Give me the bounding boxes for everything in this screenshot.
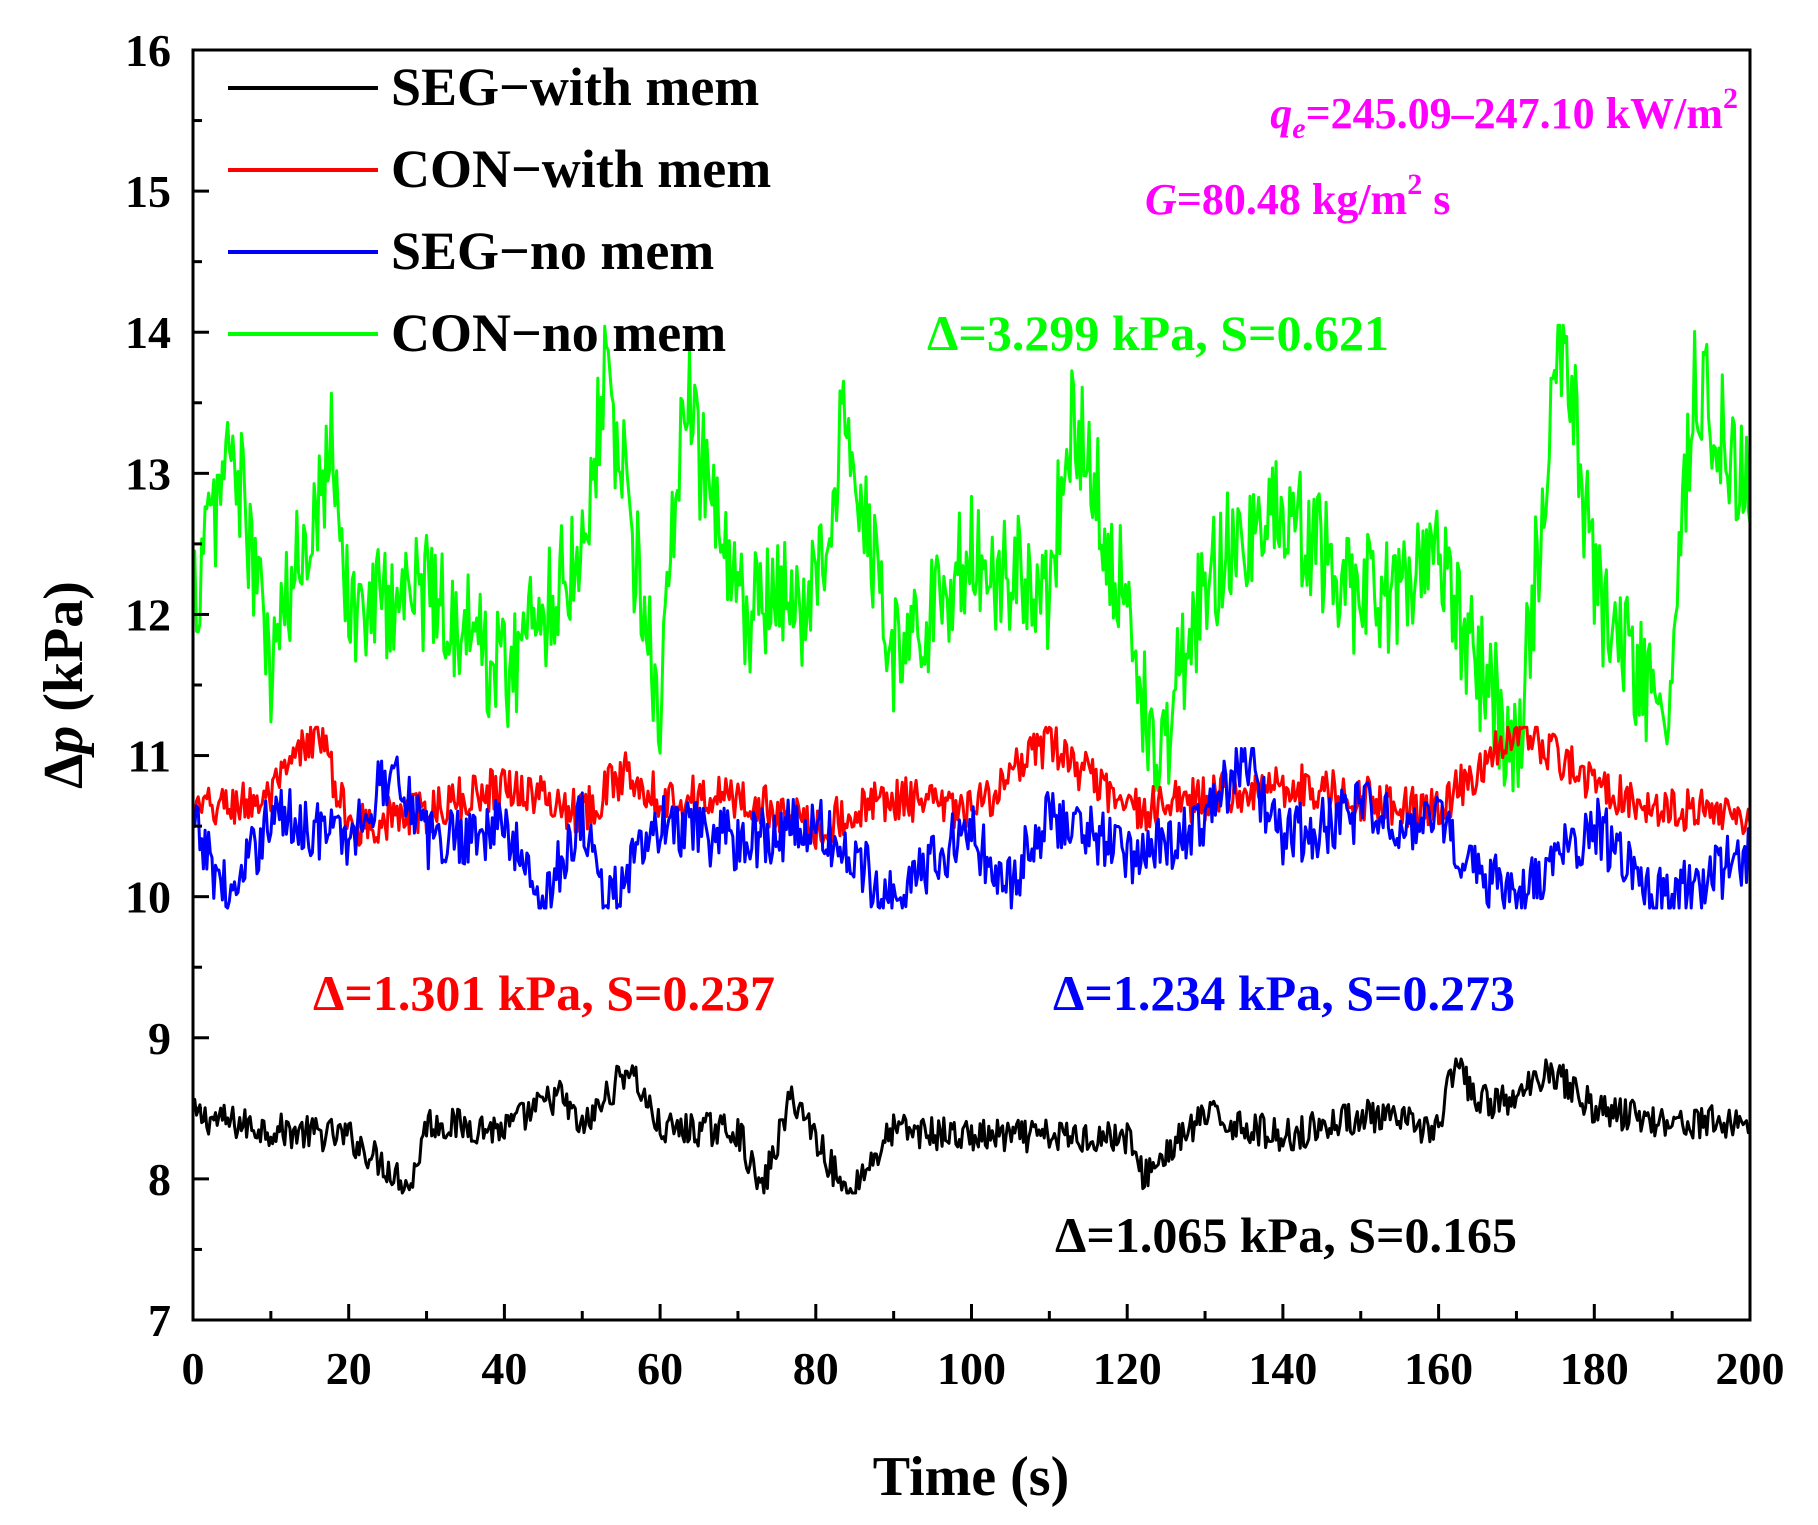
x-axis-title: Time (s)	[873, 1446, 1070, 1508]
y-axis-title-symbol: Δ	[33, 754, 95, 789]
y-tick-label: 8	[148, 1154, 171, 1205]
x-tick-label: 40	[481, 1343, 527, 1394]
x-tick-label: 60	[637, 1343, 683, 1394]
y-tick-label: 11	[128, 731, 171, 782]
annotation-seg-no-mem: Δ=1.234 kPa, S=0.273	[1053, 965, 1515, 1021]
x-tick-label: 20	[326, 1343, 372, 1394]
x-tick-label: 140	[1248, 1343, 1317, 1394]
y-tick-label: 14	[125, 307, 171, 358]
heat-flux-variable: q	[1270, 89, 1292, 138]
heat-flux-annotation: qe=245.09–247.10 kW/m2	[1270, 82, 1738, 145]
x-tick-label: 120	[1093, 1343, 1162, 1394]
mass-flux-value: =80.48 kg/m	[1177, 175, 1407, 224]
y-tick-label: 16	[125, 25, 171, 76]
annotation-con-no-mem: Δ=3.299 kPa, S=0.621	[927, 305, 1389, 361]
x-tick-label: 200	[1716, 1343, 1785, 1394]
x-tick-label: 0	[182, 1343, 205, 1394]
mass-flux-annotation: G=80.48 kg/m2 s	[1145, 168, 1450, 224]
y-axis-title: Δp (kPa)	[33, 581, 95, 789]
y-tick-label: 15	[125, 166, 171, 217]
legend: SEG−with mem CON−with mem SEG−no mem CON…	[228, 57, 771, 363]
series-line-con-with-mem	[191, 725, 1752, 850]
series-line-seg-no-mem	[191, 747, 1752, 910]
x-tick-label: 80	[793, 1343, 839, 1394]
legend-label-con-with-mem: CON−with mem	[391, 139, 771, 199]
legend-label-con-no-mem: CON−no mem	[391, 303, 726, 363]
mass-flux-variable: G	[1145, 175, 1177, 224]
series-layer	[191, 323, 1752, 1195]
y-tick-label: 10	[125, 872, 171, 923]
heat-flux-superscript: 2	[1723, 82, 1738, 115]
legend-label-seg-with-mem: SEG−with mem	[391, 57, 759, 117]
annotation-con-with-mem: Δ=1.301 kPa, S=0.237	[313, 965, 775, 1021]
y-axis-title-variable: p	[33, 726, 95, 758]
x-tick-label: 100	[937, 1343, 1006, 1394]
y-axis-title-unit: (kPa)	[33, 581, 95, 726]
x-tick-label: 180	[1560, 1343, 1629, 1394]
y-tick-label: 13	[125, 448, 171, 499]
heat-flux-value: =245.09–247.10 kW/m	[1306, 89, 1723, 138]
x-tick-label: 160	[1404, 1343, 1473, 1394]
legend-label-seg-no-mem: SEG−no mem	[391, 221, 714, 281]
series-line-seg-with-mem	[191, 1057, 1752, 1195]
y-tick-label: 12	[125, 589, 171, 640]
mass-flux-superscript: 2	[1407, 168, 1422, 201]
series-line-con-no-mem	[191, 323, 1752, 793]
mass-flux-tail: s	[1422, 175, 1450, 224]
y-tick-label: 7	[148, 1295, 171, 1346]
tick-layer: 0 20 40 60 80 100 120 140 160 180 200 7 8 9 10 11 12 13 14…	[125, 25, 1785, 1394]
heat-flux-subscript: e	[1292, 112, 1305, 145]
annotation-seg-with-mem: Δ=1.065 kPa, S=0.165	[1055, 1207, 1517, 1263]
y-tick-label: 9	[148, 1013, 171, 1064]
